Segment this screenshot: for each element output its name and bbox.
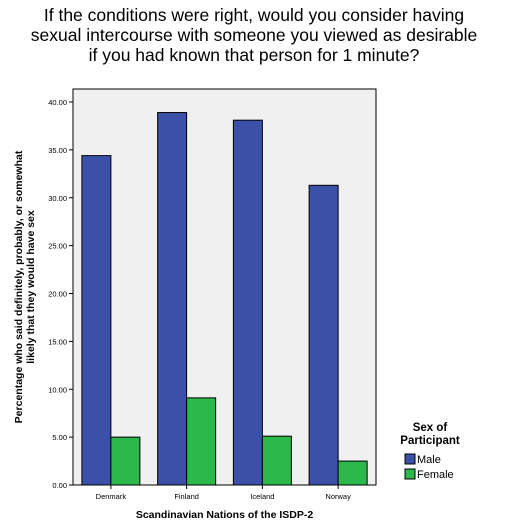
- y-tick-label: 15.00: [48, 337, 67, 346]
- y-tick-label: 40.00: [48, 98, 67, 107]
- y-tick-label: 35.00: [48, 146, 67, 155]
- x-tick-label: Denmark: [96, 492, 127, 501]
- x-tick-label: Norway: [325, 492, 351, 501]
- bar-male-iceland: [232, 119, 263, 486]
- y-tick-label: 10.00: [48, 385, 67, 394]
- x-axis: Denmark Finland Iceland Norway: [96, 485, 351, 501]
- bar-female-norway: [337, 460, 368, 486]
- chart-title: If the conditions were right, would you …: [0, 5, 508, 65]
- y-tick-label: 20.00: [48, 290, 67, 299]
- legend: Sex of Participant Male Female: [400, 422, 460, 481]
- y-tick-label: 5.00: [52, 433, 67, 442]
- y-axis: 0.00 5.00 10.00 15.00 20.00 25.00 30.00 35.00 40…: [48, 98, 73, 490]
- bars: [81, 112, 368, 486]
- chart-title-line-2: sexual intercourse with someone you view…: [30, 25, 478, 45]
- legend-swatch-male: [404, 453, 416, 465]
- bar-female-denmark: [110, 436, 141, 486]
- y-axis-label-line-2: likely that they would have sex: [25, 210, 37, 364]
- bar-male-norway: [308, 184, 339, 486]
- legend-label-male: Male: [417, 454, 441, 466]
- legend-title-line-1: Sex of: [413, 422, 448, 434]
- legend-swatch-female: [404, 468, 416, 480]
- chart-title-line-1: If the conditions were right, would you …: [43, 5, 465, 25]
- y-tick-label: 0.00: [52, 481, 67, 490]
- bar-female-iceland: [261, 435, 292, 486]
- legend-title-line-2: Participant: [400, 435, 460, 447]
- bar-male-denmark: [81, 155, 112, 486]
- x-axis-label: Scandinavian Nations of the ISDP-2: [136, 509, 314, 521]
- y-tick-label: 30.00: [48, 194, 67, 203]
- y-tick-label: 25.00: [48, 242, 67, 251]
- legend-label-female: Female: [417, 469, 454, 481]
- y-axis-label-line-1: Percentage who said definitely, probably…: [13, 150, 25, 423]
- bar-male-finland: [157, 112, 188, 486]
- x-tick-label: Finland: [174, 492, 199, 501]
- chart-title-line-3: if you had known that person for 1 minut…: [88, 45, 420, 65]
- bar-female-finland: [186, 397, 217, 486]
- x-tick-label: Iceland: [250, 492, 274, 501]
